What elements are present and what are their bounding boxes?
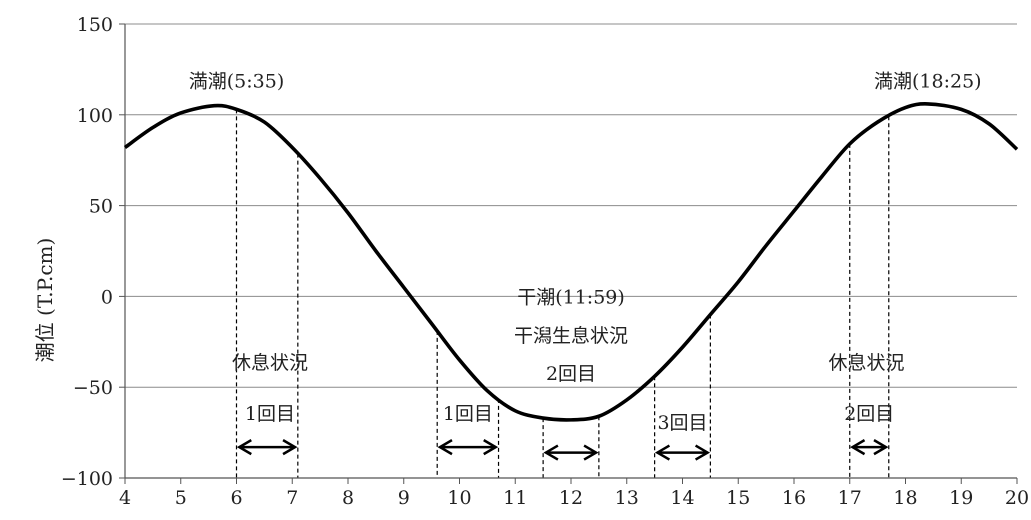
- period-arrows: [236, 439, 889, 461]
- x-tick-label: 5: [175, 487, 187, 509]
- x-tick-label: 12: [559, 487, 583, 509]
- arrow-head-right: [282, 439, 298, 456]
- annotation-label: 1回目: [443, 403, 493, 425]
- x-tick-label: 4: [119, 487, 131, 509]
- x-tick-label: 16: [782, 487, 806, 509]
- tide-series: [123, 102, 1019, 422]
- arrow-head-right: [483, 439, 499, 456]
- y-tick-label: 100: [77, 105, 113, 127]
- x-tick-label: 9: [398, 487, 410, 509]
- y-tick-label: −50: [73, 377, 113, 399]
- annotation-label: 干潟生息状況: [514, 325, 628, 347]
- x-tick-label: 13: [615, 487, 639, 509]
- arrow-head-right: [583, 444, 599, 461]
- y-tick-label: 0: [101, 286, 113, 308]
- y-tick-label: 50: [89, 196, 113, 218]
- x-tick-label: 17: [838, 487, 862, 509]
- arrow-head-left: [543, 444, 559, 461]
- annotation-label: 2回目: [546, 363, 596, 385]
- y-tick-labels: 150 100 50 0 −50 −100: [61, 14, 113, 490]
- annotation-label: 休息状況: [828, 352, 904, 374]
- annotation-label: 満潮(5:35): [189, 71, 285, 93]
- axes: [119, 23, 1018, 484]
- arrow-head-right: [694, 444, 711, 461]
- x-tick-label: 8: [342, 487, 354, 509]
- annotation-label: 休息状況: [232, 352, 308, 374]
- x-tick-labels: 4 5 6 7 8 9 10 11 12 13 14 15 16 17 18 19 20: [119, 487, 1029, 509]
- y-tick-label: 150: [77, 14, 113, 36]
- x-tick-label: 14: [670, 487, 694, 509]
- x-tick-label: 7: [286, 487, 298, 509]
- annotations: 満潮(5:35) 満潮(18:25) 干潮(11:59) 干潟生息状況 2回目 休息状況 休…: [189, 71, 982, 434]
- x-tick-label: 11: [503, 487, 527, 509]
- tide-line: [123, 102, 1019, 422]
- annotation-label: 2回目: [844, 403, 894, 425]
- x-tick-label: 15: [726, 487, 750, 509]
- arrow-head-right: [873, 439, 889, 456]
- x-tick-label: 19: [949, 487, 973, 509]
- vertical-markers: [235, 109, 890, 478]
- x-tick-label: 18: [893, 487, 917, 509]
- arrow-head-left: [437, 439, 453, 456]
- arrow-head-left: [850, 439, 866, 456]
- annotation-label: 3回目: [657, 412, 707, 434]
- annotation-label: 干潮(11:59): [517, 287, 625, 309]
- y-tick-label: −100: [61, 468, 113, 490]
- x-tick-label: 6: [230, 487, 242, 509]
- annotation-label: 満潮(18:25): [874, 71, 982, 93]
- x-tick-label: 20: [1005, 487, 1029, 509]
- arrow-head-left: [236, 439, 252, 456]
- x-tick-label: 10: [447, 487, 471, 509]
- y-axis-label: 潮位 (T.P.cm): [33, 238, 57, 363]
- annotation-label: 1回目: [245, 403, 295, 425]
- arrow-head-left: [654, 444, 671, 461]
